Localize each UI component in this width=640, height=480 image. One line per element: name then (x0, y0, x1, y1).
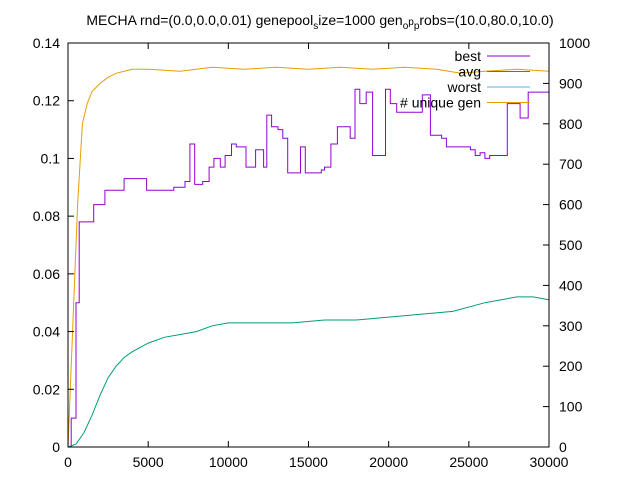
y2-tick-label: 400 (559, 277, 583, 293)
x-tick-label: 30000 (530, 454, 569, 470)
legend-label: # unique gen (400, 95, 481, 111)
y-tick-label: 0.12 (33, 93, 60, 109)
y2-tick-label: 700 (559, 156, 583, 172)
y-tick-label: 0.06 (33, 266, 60, 282)
y-tick-label: 0.1 (41, 150, 61, 166)
y-tick-label: 0 (52, 439, 60, 455)
legend-label: avg (458, 64, 481, 80)
y2-tick-label: 1000 (559, 35, 590, 51)
y2-tick-label: 100 (559, 399, 583, 415)
series-line-unique-gen (67, 66, 550, 448)
series-layer (67, 66, 550, 448)
x-tick-label: 20000 (369, 454, 408, 470)
y-tick-label: 0.08 (33, 208, 60, 224)
chart-title: MECHA rnd=(0.0,0.0,0.01) genepoolsize=10… (86, 12, 553, 32)
legend-label: worst (447, 79, 482, 95)
y2-tick-label: 600 (559, 197, 583, 213)
y2-tick-label: 200 (559, 358, 583, 374)
y2-tick-label: 300 (559, 318, 583, 334)
x-tick-label: 10000 (209, 454, 248, 470)
series-line-avg (67, 296, 550, 448)
axes-layer: 0 5000 10000 15000 20000 25000 3000000.020.040… (33, 35, 591, 470)
series-line-best (68, 88, 549, 448)
y-tick-label: 0.02 (33, 381, 60, 397)
x-tick-label: 15000 (289, 454, 328, 470)
x-tick-label: 25000 (449, 454, 488, 470)
x-tick-label: 0 (64, 454, 72, 470)
y2-tick-label: 0 (559, 439, 567, 455)
x-tick-label: 5000 (133, 454, 164, 470)
y2-tick-label: 800 (559, 116, 583, 132)
legend-label: best (455, 48, 482, 64)
y2-tick-label: 500 (559, 237, 583, 253)
y-tick-label: 0.04 (33, 324, 60, 340)
y-tick-label: 0.14 (33, 35, 60, 51)
y2-tick-label: 900 (559, 75, 583, 91)
